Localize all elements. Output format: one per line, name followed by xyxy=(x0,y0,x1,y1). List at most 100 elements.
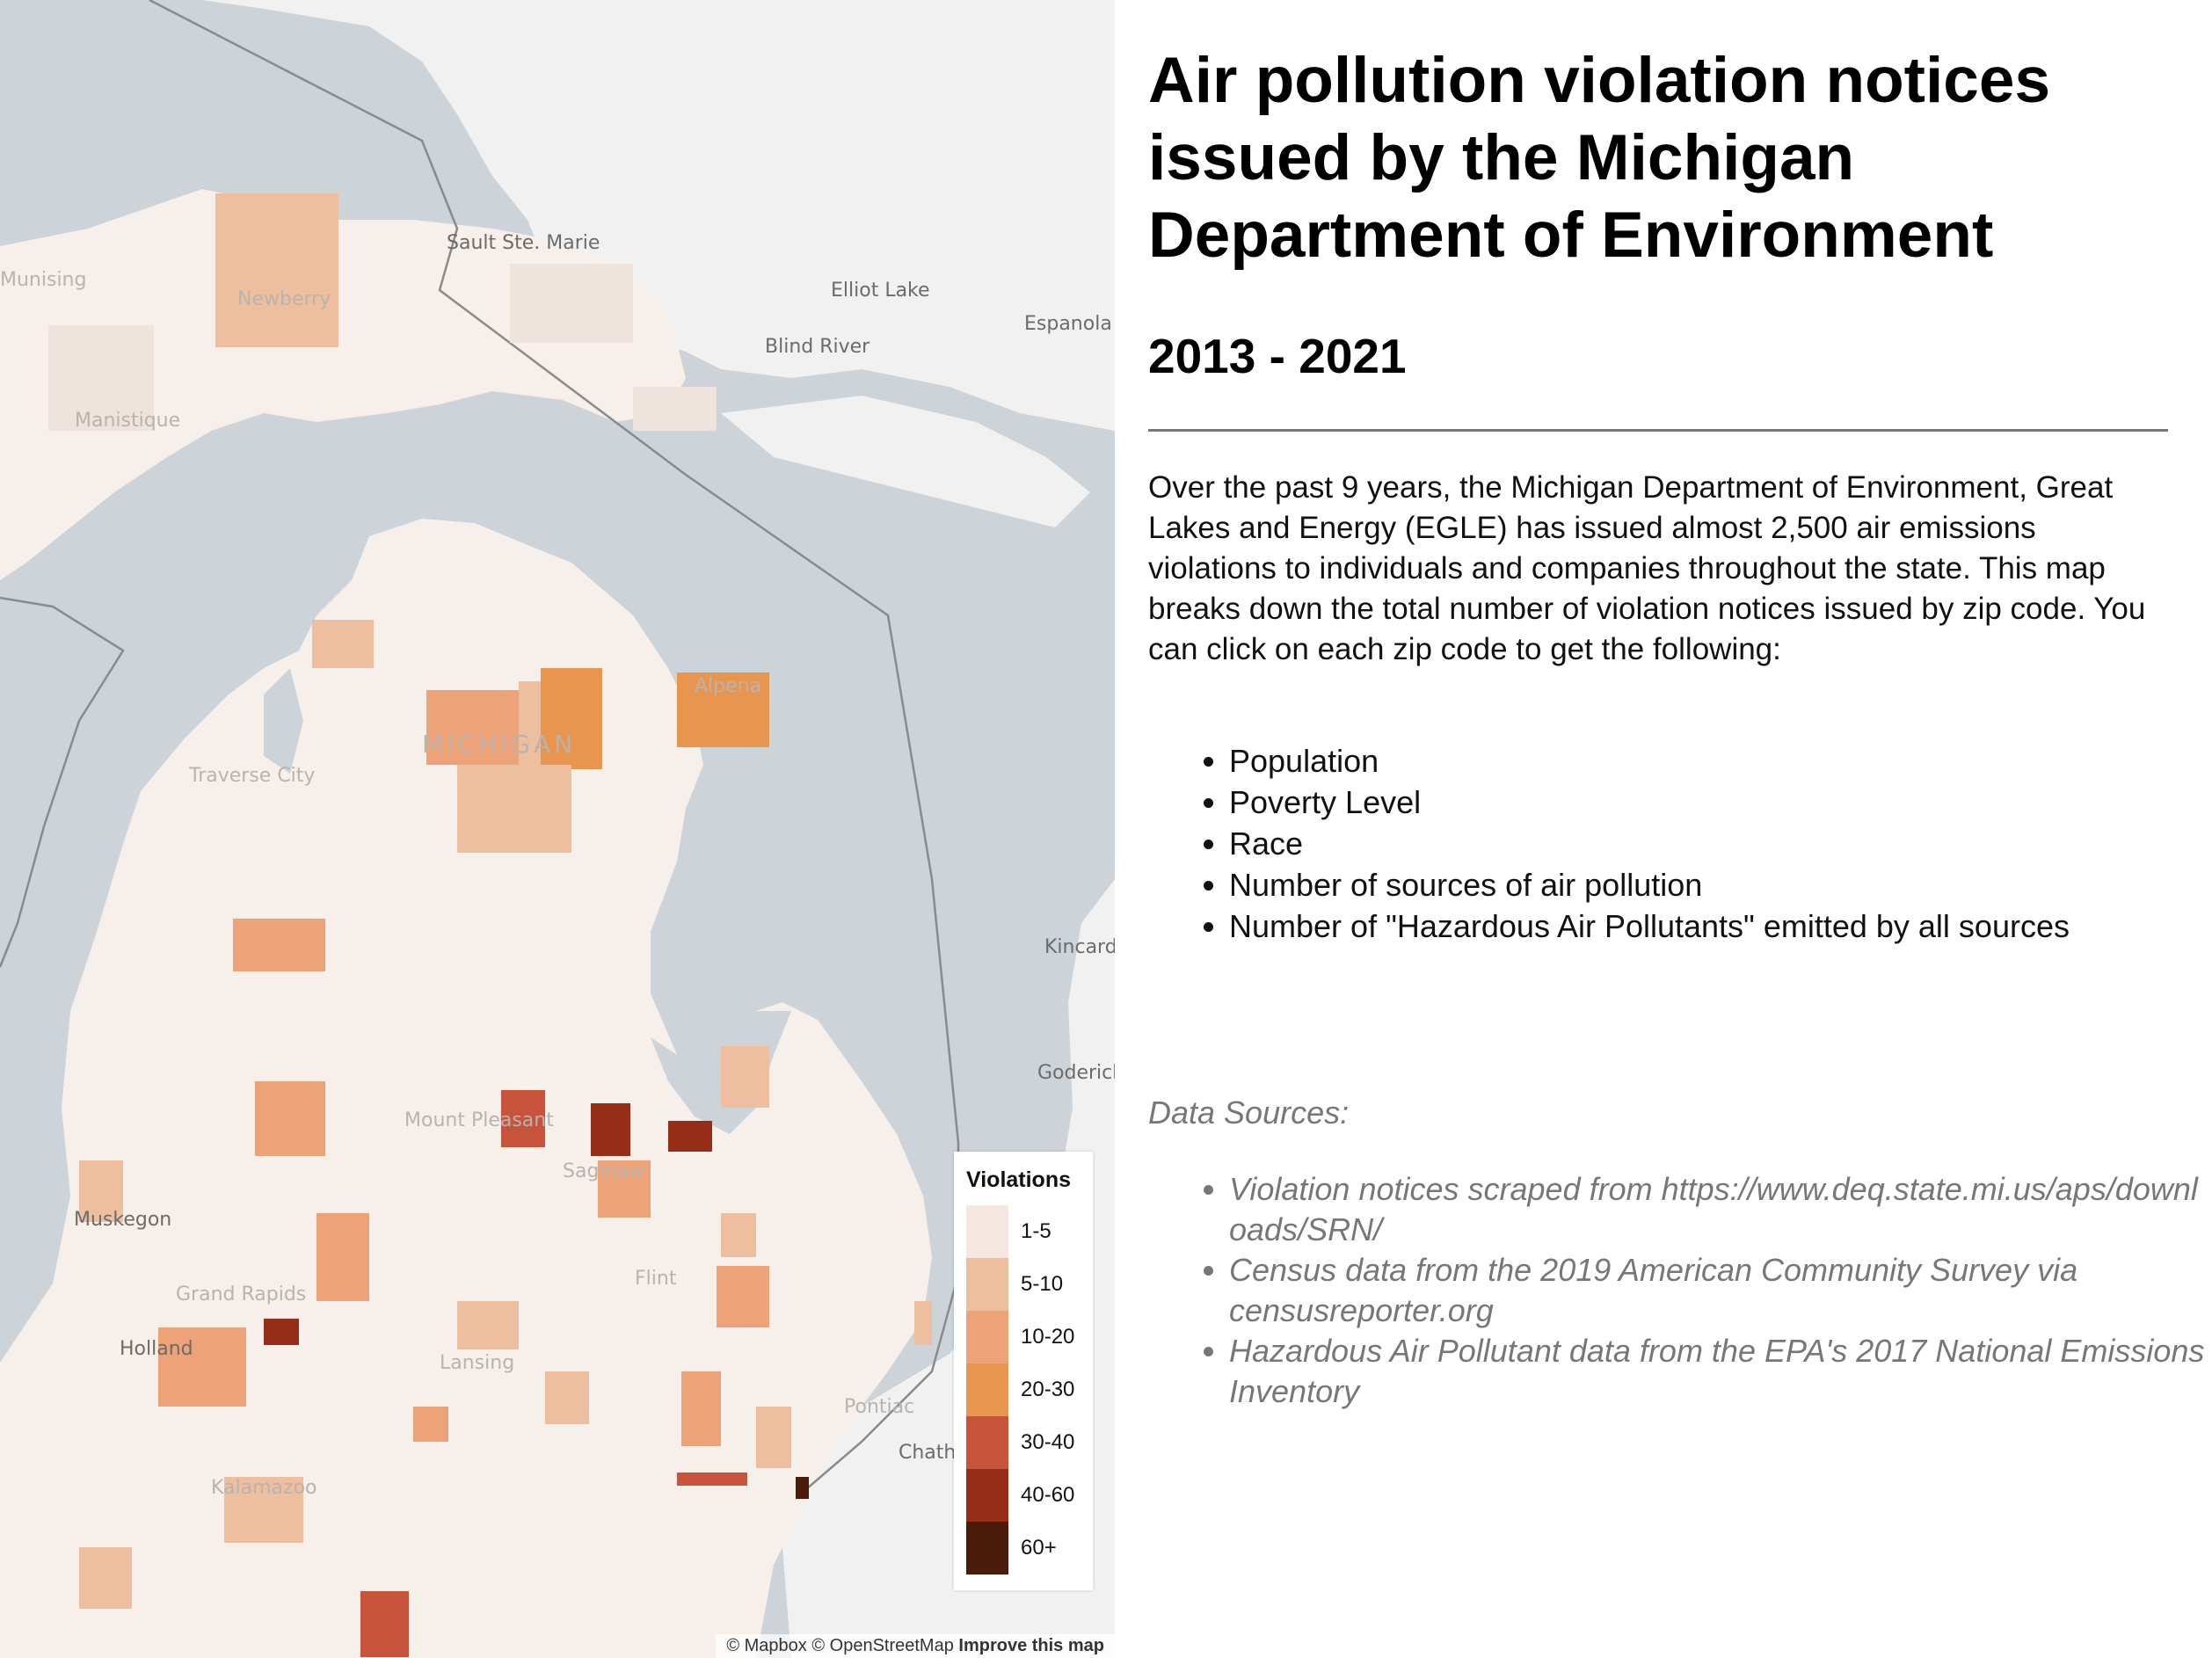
zip-area-thumb-1[interactable] xyxy=(721,1046,769,1108)
legend-label: 60+ xyxy=(1021,1536,1057,1560)
legend-swatch xyxy=(966,1205,1008,1258)
map-attribution: © Mapbox © OpenStreetMap Improve this ma… xyxy=(716,1634,1115,1658)
legend-label: 1-5 xyxy=(1021,1219,1051,1243)
zip-area-detroit-2[interactable] xyxy=(677,1473,747,1486)
place-label-munising: Munising xyxy=(0,269,87,291)
data-sources-list: Violation notices scraped from https://w… xyxy=(1189,1169,2205,1412)
zip-area-newberry[interactable] xyxy=(215,193,338,347)
wisconsin-border-line xyxy=(0,596,125,968)
place-label-holland: Holland xyxy=(120,1338,193,1360)
zip-area-upper-1[interactable] xyxy=(48,325,154,431)
place-label-kincard: Kincard xyxy=(1044,936,1115,958)
legend-item: 20-30 xyxy=(966,1363,1082,1416)
place-label-sault-ste-marie: Sault Ste. Marie xyxy=(447,232,600,254)
place-label-michigan: MICHIGAN xyxy=(422,730,577,759)
zip-area-lansing[interactable] xyxy=(457,1301,519,1349)
legend: Violations 1-5 5-10 10-20 20-30 30-40 40… xyxy=(954,1152,1093,1590)
zip-area-kzoo-2[interactable] xyxy=(360,1591,409,1657)
zip-area-bay-2[interactable] xyxy=(668,1121,712,1152)
intro-paragraph: Over the past 9 years, the Michigan Depa… xyxy=(1148,470,2146,666)
place-label-lansing: Lansing xyxy=(440,1352,515,1374)
zip-area-saginaw[interactable] xyxy=(598,1160,651,1218)
zip-area-gr-3[interactable] xyxy=(158,1327,246,1407)
zip-area-mid-1[interactable] xyxy=(255,1081,325,1156)
manitoulin-island xyxy=(721,396,1090,527)
legend-swatch xyxy=(966,1258,1008,1311)
source-item: Census data from the 2019 American Commu… xyxy=(1229,1250,2205,1331)
place-label-blind-river: Blind River xyxy=(765,336,870,358)
page-title: Air pollution violation notices issued b… xyxy=(1148,45,2051,271)
place-label-espanola: Espanola xyxy=(1024,313,1112,335)
data-sources-heading: Data Sources: xyxy=(1148,1094,1350,1131)
legend-item: 30-40 xyxy=(966,1416,1082,1469)
source-item: Violation notices scraped from https://w… xyxy=(1229,1169,2205,1250)
zip-area-flint[interactable] xyxy=(717,1266,769,1327)
ontario-north-land xyxy=(202,0,1115,431)
info-panel: Air pollution violation notices issued b… xyxy=(1115,0,2212,1658)
zip-area-sault[interactable] xyxy=(633,387,717,431)
place-label-grand-rapids: Grand Rapids xyxy=(176,1283,307,1305)
legend-label: 5-10 xyxy=(1021,1272,1064,1296)
zip-area-north-4[interactable] xyxy=(457,765,571,853)
place-label-traverse-city: Traverse City xyxy=(189,765,316,787)
grand-traverse-bay xyxy=(264,668,303,774)
zip-area-tc[interactable] xyxy=(312,620,374,668)
zip-area-sw-1[interactable] xyxy=(79,1547,132,1609)
state-border-line xyxy=(149,0,960,1495)
place-label-flint: Flint xyxy=(635,1268,677,1290)
legend-item: 60+ xyxy=(966,1522,1082,1574)
place-label-muskegon: Muskegon xyxy=(74,1209,172,1231)
zip-area-cadillac[interactable] xyxy=(233,919,325,971)
zip-area-port-huron[interactable] xyxy=(914,1301,932,1345)
zip-area-kzoo-1[interactable] xyxy=(224,1477,303,1543)
legend-swatch xyxy=(966,1363,1008,1416)
legend-label: 20-30 xyxy=(1021,1378,1075,1401)
zip-area-bay-city[interactable] xyxy=(591,1103,630,1156)
zip-area-mid-3[interactable] xyxy=(545,1371,589,1424)
source-item: Hazardous Air Pollutant data from the EP… xyxy=(1229,1331,2205,1412)
place-label-mount-pleasant: Mount Pleasant xyxy=(404,1109,554,1131)
list-item: Number of "Hazardous Air Pollutants" emi… xyxy=(1229,905,2070,947)
list-item: Number of sources of air pollution xyxy=(1229,864,2070,905)
map-canvas[interactable]: Sault Ste. Marie Elliot Lake Blind River… xyxy=(0,0,1115,1658)
legend-item: 5-10 xyxy=(966,1258,1082,1311)
legend-title: Violations xyxy=(966,1167,1072,1192)
date-range-subtitle: 2013 - 2021 xyxy=(1148,329,1407,383)
zip-area-mid-5[interactable] xyxy=(721,1213,756,1257)
zip-area-upper-2[interactable] xyxy=(510,264,633,343)
osm-link[interactable]: © OpenStreetMap xyxy=(811,1636,954,1655)
legend-label: 40-60 xyxy=(1021,1483,1075,1507)
legend-item: 1-5 xyxy=(966,1205,1082,1258)
zip-area-north-1[interactable] xyxy=(426,690,519,765)
mapbox-link[interactable]: © Mapbox xyxy=(726,1636,807,1655)
list-item: Race xyxy=(1229,823,2070,864)
place-label-goderich: Goderich xyxy=(1037,1062,1115,1084)
legend-swatch xyxy=(966,1416,1008,1469)
zip-polygons[interactable] xyxy=(48,193,932,1657)
place-label-newberry: Newberry xyxy=(237,288,331,310)
zip-area-detroit-3[interactable] xyxy=(796,1477,809,1499)
zip-area-mid-2[interactable] xyxy=(501,1090,545,1147)
zip-area-north-3[interactable] xyxy=(541,668,602,769)
place-label-pontiac: Pontiac xyxy=(844,1396,915,1418)
zip-area-gr-1[interactable] xyxy=(317,1213,369,1301)
place-label-elliot-lake: Elliot Lake xyxy=(831,280,930,302)
zip-area-gr-2[interactable] xyxy=(264,1319,299,1345)
legend-swatch xyxy=(966,1522,1008,1574)
zip-area-detroit-1[interactable] xyxy=(681,1371,721,1446)
place-label-manistique: Manistique xyxy=(75,410,181,432)
place-label-saginaw: Saginaw xyxy=(563,1160,644,1182)
zip-fields-list: Population Poverty Level Race Number of … xyxy=(1189,740,2070,947)
place-label-alpena: Alpena xyxy=(695,675,762,697)
legend-item: 40-60 xyxy=(966,1469,1082,1522)
zip-area-detroit-4[interactable] xyxy=(756,1407,791,1468)
list-item: Population xyxy=(1229,740,2070,782)
improve-map-link[interactable]: Improve this map xyxy=(958,1636,1104,1655)
zip-area-alpena[interactable] xyxy=(677,673,769,747)
zip-area-mid-4[interactable] xyxy=(413,1407,448,1442)
legend-swatch xyxy=(966,1311,1008,1363)
zip-area-muskegon[interactable] xyxy=(79,1160,123,1222)
legend-label: 10-20 xyxy=(1021,1325,1075,1349)
legend-swatch xyxy=(966,1469,1008,1522)
legend-label: 30-40 xyxy=(1021,1430,1075,1454)
